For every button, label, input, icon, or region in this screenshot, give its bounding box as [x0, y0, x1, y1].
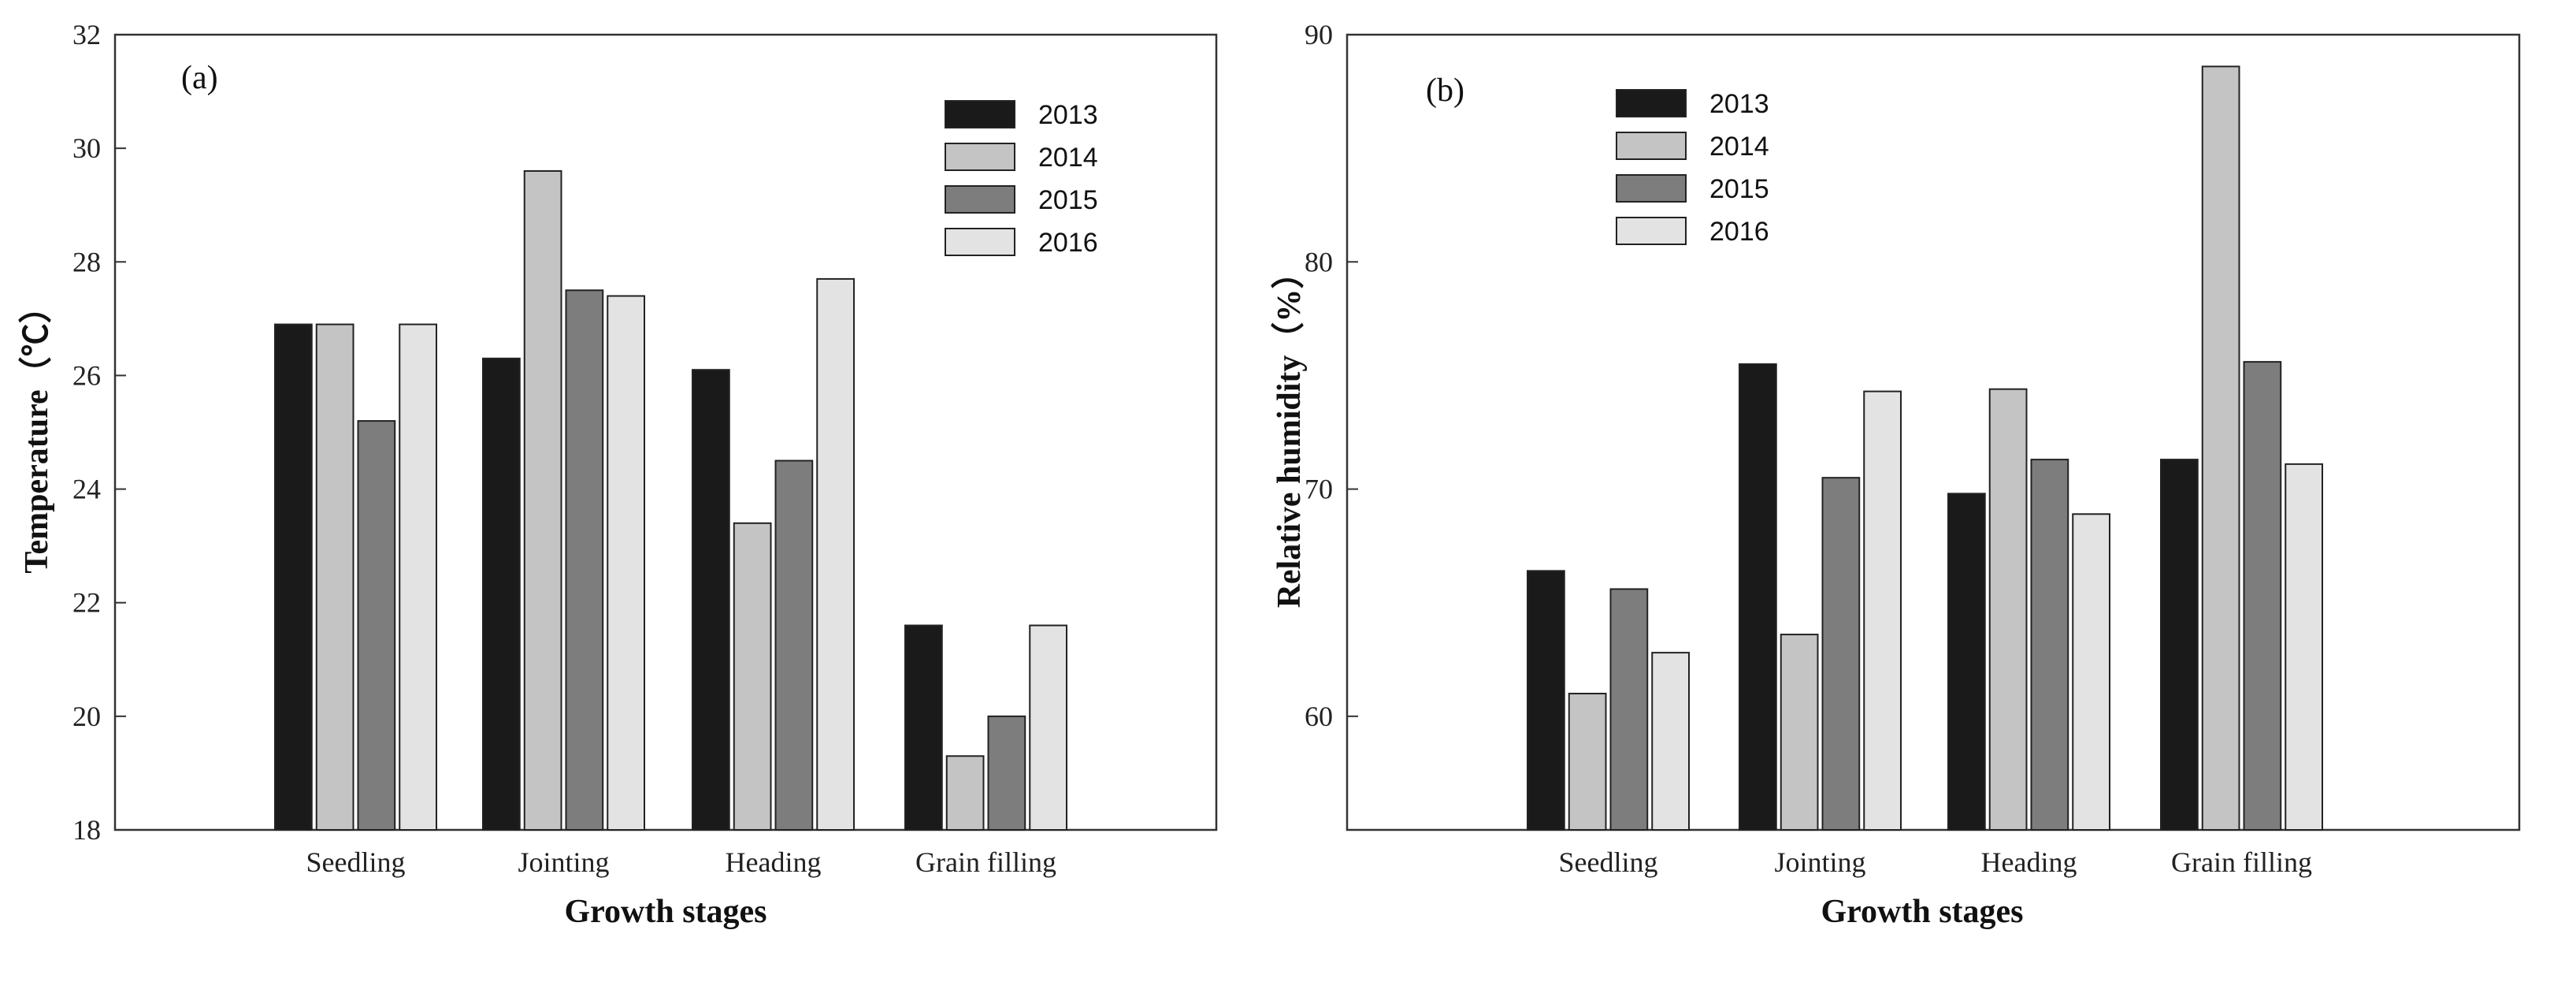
bar-b-heading-2013 [1947, 493, 1986, 831]
panel-a-temperature-chart: 18 20 22 24 26 28 30 32 Seedling Jointing Heading G… [18, 19, 1218, 930]
x-category-label-a: Heading [726, 846, 822, 878]
x-category-label-b: Grain filling [2171, 846, 2312, 878]
y-tick-label-a: 26 [72, 359, 101, 391]
legend-label-b-2015: 2015 [1709, 174, 1769, 204]
panel-label-a: (a) [181, 60, 218, 96]
bar-a-jointing-2015 [565, 289, 604, 831]
legend-swatch-b-2013 [1616, 89, 1687, 117]
legend-swatch-a-2013 [945, 100, 1015, 128]
legend-label-a-2013: 2013 [1038, 100, 1098, 130]
y-tick-label-b: 80 [1305, 246, 1333, 277]
y-tick-label-a: 32 [72, 19, 101, 50]
plot-frame-a [113, 33, 1218, 831]
bar-b-seedling-2016 [1651, 652, 1690, 831]
y-tick-label-a: 30 [72, 132, 101, 164]
bar-b-jointing-2014 [1780, 634, 1819, 831]
legend-b: 2013 2014 2015 2016 [1616, 89, 1769, 247]
x-axis-title-a: Growth stages [564, 894, 766, 930]
bar-b-grain-filling-2014 [2201, 65, 2240, 831]
y-tick-label-a: 24 [72, 474, 101, 505]
bar-b-seedling-2013 [1527, 570, 1565, 831]
bar-b-heading-2014 [1988, 388, 2028, 831]
legend-label-a-2015: 2015 [1038, 185, 1098, 215]
x-category-label-a: Seedling [306, 846, 406, 878]
x-category-label-b: Seedling [1559, 846, 1658, 878]
plot-frame-b [1346, 33, 2521, 831]
legend-label-a-2014: 2014 [1038, 143, 1098, 173]
bar-b-grain-filling-2016 [2285, 463, 2323, 831]
bar-b-seedling-2015 [1609, 588, 1649, 831]
bar-a-jointing-2016 [607, 295, 645, 831]
y-tick-label-a: 22 [72, 587, 101, 619]
bar-a-grain-filling-2014 [945, 755, 985, 831]
bar-a-seedling-2016 [399, 323, 437, 831]
bar-a-heading-2015 [774, 459, 814, 831]
x-category-label-b: Jointing [1774, 846, 1865, 878]
bar-a-seedling-2015 [357, 420, 396, 831]
bar-b-grain-filling-2015 [2243, 361, 2282, 831]
bar-b-grain-filling-2013 [2160, 459, 2199, 831]
bar-a-grain-filling-2016 [1029, 624, 1067, 831]
y-tick-label-a: 20 [72, 701, 101, 732]
legend-swatch-b-2016 [1616, 217, 1687, 245]
bar-b-heading-2016 [2072, 513, 2110, 831]
y-tick-label-a: 18 [72, 814, 101, 846]
legend-label-b-2016: 2016 [1709, 217, 1769, 247]
bar-a-seedling-2014 [315, 323, 354, 831]
panel-b-humidity-chart: 60 70 80 90 Seedling Jointing Heading Grain fil… [1271, 19, 2521, 930]
bar-b-heading-2015 [2030, 459, 2069, 831]
bar-a-grain-filling-2013 [904, 624, 943, 831]
legend-swatch-a-2014 [945, 143, 1015, 171]
x-category-label-a: Grain filling [915, 846, 1056, 878]
bar-a-jointing-2014 [523, 169, 562, 831]
y-tick-label-b: 60 [1305, 701, 1333, 732]
x-category-label-b: Heading [1981, 846, 2077, 878]
legend-label-b-2013: 2013 [1709, 89, 1769, 119]
legend-swatch-b-2015 [1616, 174, 1687, 203]
legend-label-a-2016: 2016 [1038, 228, 1098, 258]
x-category-label-a: Jointing [518, 846, 609, 878]
bar-a-heading-2016 [816, 277, 855, 831]
y-tick-label-a: 28 [72, 246, 101, 277]
bar-b-jointing-2013 [1739, 363, 1777, 831]
bar-b-jointing-2016 [1863, 390, 1902, 831]
legend-swatch-a-2015 [945, 185, 1015, 214]
y-axis-title-b: Relative humidity（%） [1271, 256, 1308, 608]
bar-a-seedling-2013 [274, 323, 313, 831]
legend-a: 2013 2014 2015 2016 [945, 100, 1098, 258]
bar-b-jointing-2015 [1821, 477, 1861, 831]
bar-a-heading-2014 [733, 522, 772, 831]
bar-b-seedling-2014 [1568, 693, 1607, 831]
legend-swatch-b-2014 [1616, 132, 1687, 160]
bar-a-heading-2013 [692, 369, 730, 831]
bar-a-grain-filling-2015 [987, 715, 1026, 831]
legend-swatch-a-2016 [945, 228, 1015, 256]
x-axis-title-b: Growth stages [1821, 894, 2023, 930]
bar-a-jointing-2013 [482, 357, 521, 831]
y-tick-label-b: 90 [1305, 19, 1333, 50]
y-tick-label-b: 70 [1305, 474, 1333, 505]
panel-label-b: (b) [1426, 73, 1464, 109]
legend-label-b-2014: 2014 [1709, 132, 1769, 162]
y-axis-title-a: Temperature（℃） [18, 290, 55, 573]
